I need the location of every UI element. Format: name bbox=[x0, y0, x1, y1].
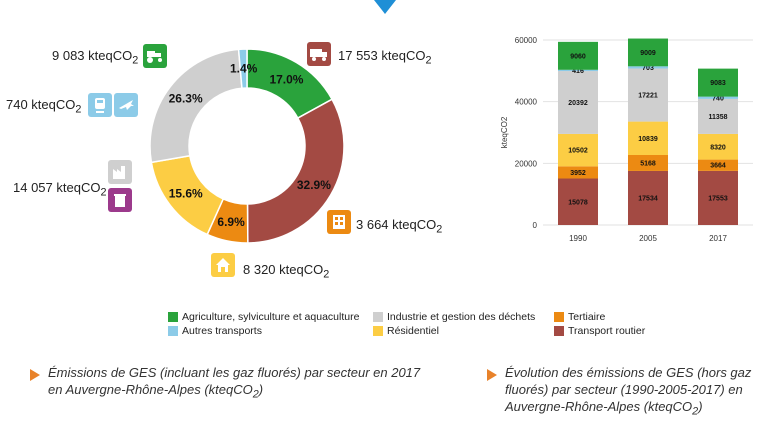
donut-percent-label: 26.3% bbox=[169, 92, 203, 106]
bar-value-label: 11358 bbox=[708, 114, 727, 121]
donut-percent-label: 32.9% bbox=[297, 178, 331, 192]
donut-percent-label: 6.9% bbox=[217, 215, 245, 229]
y-tick-label: 40000 bbox=[515, 98, 538, 107]
caption-left-arrow bbox=[30, 369, 40, 381]
bar-value-label: 9083 bbox=[710, 80, 726, 87]
bar-segment bbox=[558, 166, 598, 179]
bar-value-label: 17221 bbox=[638, 93, 658, 100]
bar-value-label: 9009 bbox=[640, 50, 656, 57]
y-tick-label: 0 bbox=[533, 221, 538, 230]
bar-value-label: 740 bbox=[712, 95, 724, 102]
bar-value-label: 9060 bbox=[570, 53, 586, 60]
bar-segment bbox=[558, 178, 598, 225]
bar-value-label: 10502 bbox=[568, 148, 588, 155]
bar-value-label: 17553 bbox=[708, 195, 728, 202]
bar-segment bbox=[628, 170, 668, 225]
waste-bin-icon bbox=[108, 188, 132, 212]
legend-item-tertiaire: Tertiaire bbox=[554, 311, 605, 323]
callout-transport-routier: 17 553 kteqCO2 bbox=[338, 48, 432, 67]
bar-value-label: 703 bbox=[642, 65, 654, 72]
bar-value-label: 20392 bbox=[568, 100, 588, 107]
bar-segment bbox=[698, 96, 738, 99]
bar-value-label: 416 bbox=[572, 68, 584, 75]
bar-value-label: 10839 bbox=[638, 136, 658, 143]
bar-segment bbox=[628, 38, 668, 67]
bar-segment bbox=[698, 133, 738, 160]
legend-item-agriculture: Agriculture, sylviculture et aquaculture bbox=[168, 311, 359, 323]
legend-swatch bbox=[168, 326, 178, 336]
bar-segment bbox=[698, 98, 738, 134]
caption-left: Émissions de GES (incluant les gaz fluor… bbox=[48, 365, 421, 401]
bar-segment bbox=[558, 41, 598, 70]
legend-swatch bbox=[554, 326, 564, 336]
legend-item-transport-routier: Transport routier bbox=[554, 325, 645, 337]
stacked-bar-chart: 0 20000 40000 60000 kteqCO2 15078 3952 10502 203… bbox=[500, 36, 753, 243]
bar-segment bbox=[628, 121, 668, 156]
legend-swatch bbox=[168, 312, 178, 322]
bar-segment bbox=[628, 66, 668, 69]
plane-icon bbox=[114, 93, 138, 117]
callout-agriculture: 9 083 kteqCO2 bbox=[52, 48, 139, 67]
bar-segment bbox=[628, 155, 668, 171]
office-building-icon bbox=[327, 210, 351, 234]
bar-segment bbox=[698, 68, 738, 97]
y-axis-label: kteqCO2 bbox=[500, 116, 509, 148]
bar-value-label: 3664 bbox=[710, 163, 726, 170]
house-icon bbox=[211, 253, 235, 277]
legend-swatch bbox=[373, 312, 383, 322]
donut-slice bbox=[237, 48, 248, 90]
tractor-icon bbox=[143, 44, 167, 68]
legend-item-residentiel: Résidentiel bbox=[373, 325, 439, 337]
donut-chart: 17.0% 32.9% 6.9% 15.6% 26.3% 1.4% bbox=[149, 48, 345, 244]
bar-value-label: 15078 bbox=[568, 199, 588, 206]
donut-percent-label: 17.0% bbox=[269, 72, 303, 86]
legend-item-industrie: Industrie et gestion des déchets bbox=[373, 311, 535, 323]
y-tick-label: 60000 bbox=[515, 36, 538, 45]
bar-segment bbox=[558, 69, 598, 72]
caption-right: Évolution des émissions de GES (hors gaz… bbox=[505, 365, 752, 418]
bar-value-label: 17534 bbox=[638, 195, 658, 202]
legend-swatch bbox=[554, 312, 564, 322]
bar-value-label: 5168 bbox=[640, 160, 656, 167]
bar-value-label: 3952 bbox=[570, 170, 586, 177]
callout-autres-transports: 740 kteqCO2 bbox=[6, 97, 82, 116]
truck-icon bbox=[307, 42, 331, 66]
x-tick-label: 2017 bbox=[709, 234, 727, 243]
donut-percent-label: 1.4% bbox=[230, 62, 258, 76]
bar-segment bbox=[698, 159, 738, 171]
donut-slice bbox=[246, 98, 345, 244]
callout-industrie: 14 057 kteqCO2 bbox=[13, 180, 107, 199]
y-tick-label: 20000 bbox=[515, 159, 538, 168]
bar-segment bbox=[628, 68, 668, 122]
factory-icon bbox=[108, 160, 132, 184]
x-tick-label: 2005 bbox=[639, 234, 657, 243]
callout-tertiaire: 3 664 kteqCO2 bbox=[356, 217, 443, 236]
legend-item-autres-transports: Autres transports bbox=[168, 325, 262, 337]
train-icon bbox=[88, 93, 112, 117]
bar-segment bbox=[558, 71, 598, 134]
donut-percent-label: 15.6% bbox=[169, 186, 203, 200]
bar-value-label: 8320 bbox=[710, 144, 726, 151]
section-marker-arrow bbox=[374, 0, 396, 14]
bar-segment bbox=[698, 170, 738, 225]
caption-right-arrow bbox=[487, 369, 497, 381]
bar-segment bbox=[558, 133, 598, 167]
x-tick-label: 1990 bbox=[569, 234, 587, 243]
legend-swatch bbox=[373, 326, 383, 336]
callout-residentiel: 8 320 kteqCO2 bbox=[243, 262, 330, 281]
